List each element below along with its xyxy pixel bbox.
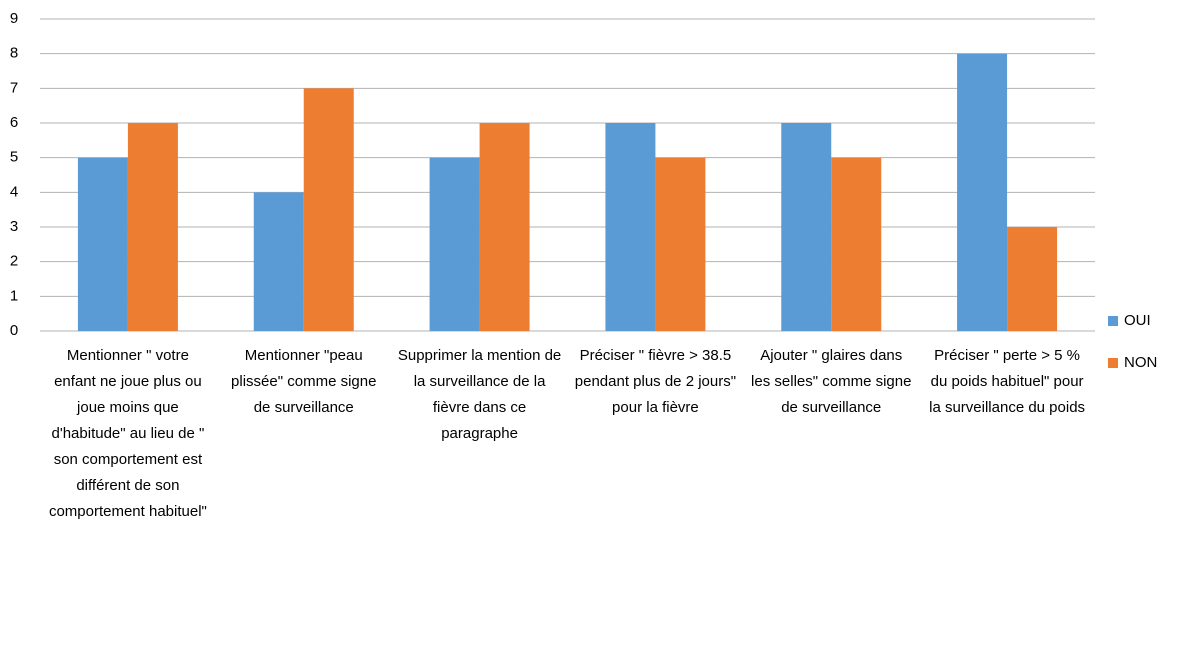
bar bbox=[303, 88, 354, 331]
bar bbox=[429, 157, 480, 331]
x-tick-label: Ajouter " glaires dans les selles" comme… bbox=[751, 347, 912, 416]
y-tick-label: 1 bbox=[10, 287, 18, 304]
bar bbox=[1007, 227, 1058, 331]
x-tick-label: Préciser " perte > 5 % du poids habituel… bbox=[929, 347, 1086, 416]
legend-swatch bbox=[1108, 358, 1118, 368]
bar bbox=[655, 157, 706, 331]
x-tick-label: Mentionner "peau plissée" comme signe de… bbox=[231, 347, 377, 416]
y-tick-label: 0 bbox=[10, 322, 18, 339]
legend-label: NON bbox=[1124, 354, 1157, 371]
y-tick-label: 3 bbox=[10, 218, 18, 235]
bar bbox=[479, 123, 530, 331]
y-tick-label: 9 bbox=[10, 10, 18, 27]
bar bbox=[605, 123, 656, 331]
x-tick-label: Préciser " fièvre > 38.5 pendant plus de… bbox=[574, 347, 737, 416]
legend-label: OUI bbox=[1124, 312, 1151, 329]
y-tick-label: 2 bbox=[10, 253, 18, 270]
y-tick-label: 5 bbox=[10, 149, 18, 166]
y-tick-label: 6 bbox=[10, 114, 18, 131]
bar bbox=[127, 123, 178, 331]
bar bbox=[781, 123, 832, 331]
x-tick-label: Mentionner " votre enfant ne joue plus o… bbox=[48, 347, 207, 520]
y-tick-label: 8 bbox=[10, 45, 18, 62]
y-tick-label: 4 bbox=[10, 183, 18, 200]
y-tick-label: 7 bbox=[10, 79, 18, 96]
bar bbox=[77, 157, 128, 331]
bar bbox=[957, 53, 1008, 332]
bar bbox=[253, 192, 304, 331]
bar bbox=[831, 157, 882, 331]
x-tick-label: Supprimer la mention de la surveillance … bbox=[397, 347, 562, 442]
legend-swatch bbox=[1108, 316, 1118, 326]
